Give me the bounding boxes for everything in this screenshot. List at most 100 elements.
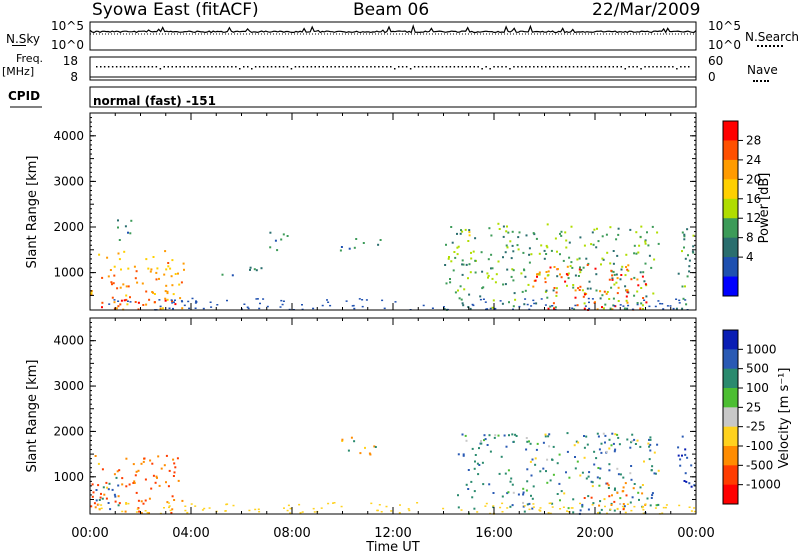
time-axis-title: Time UT [365, 540, 419, 554]
scatter-cell [664, 506, 667, 509]
scatter-cell [539, 470, 542, 473]
scatter-cell [690, 464, 693, 467]
scatter-cell [149, 270, 152, 273]
colorbar-segment [723, 388, 738, 408]
scatter-cell [123, 299, 126, 302]
nsearch-legend-line [757, 45, 783, 47]
scatter-cell [510, 275, 513, 278]
scatter-cell [135, 470, 138, 473]
scatter-cell [478, 447, 480, 450]
scatter-cell [512, 305, 515, 308]
scatter-cell [644, 242, 647, 245]
scatter-cell [522, 251, 525, 254]
scatter-cell [376, 509, 379, 512]
scatter-cell [516, 244, 519, 247]
scatter-cell [194, 307, 197, 309]
scatter-cell [143, 457, 146, 460]
scatter-cell [115, 476, 118, 479]
colorbar-tick-label: 500 [746, 362, 769, 376]
scatter-cell [460, 229, 462, 232]
scatter-cell [616, 507, 619, 510]
scatter-cell [547, 435, 550, 438]
scatter-cell [114, 500, 117, 503]
scatter-cell [617, 473, 620, 476]
scatter-cell [301, 304, 303, 306]
scatter-cell [688, 259, 691, 262]
scatter-cell [167, 502, 170, 504]
scatter-cell [243, 303, 246, 305]
xtick-label: 08:00 [273, 526, 310, 541]
scatter-cell [617, 286, 620, 289]
scatter-cell [528, 261, 531, 264]
scatter-cell [91, 495, 94, 498]
scatter-cell [258, 307, 261, 310]
scatter-cell [134, 277, 137, 280]
scatter-cell [621, 505, 624, 508]
colorbar-segment [723, 368, 738, 389]
scatter-cell [173, 471, 176, 474]
scatter-cell [528, 508, 531, 511]
scatter-cell [144, 510, 147, 512]
scatter-cell [145, 290, 148, 293]
scatter-cell [555, 291, 558, 294]
scatter-cell [523, 303, 526, 306]
scatter-cell [627, 304, 630, 307]
scatter-cell [624, 511, 627, 514]
scatter-cell [247, 307, 250, 310]
scatter-cell [608, 447, 611, 450]
scatter-cell [625, 289, 628, 292]
scatter-cell [173, 499, 176, 501]
scatter-cell [604, 505, 606, 508]
scatter-cell [505, 244, 508, 247]
scatter-cell [681, 231, 684, 234]
scatter-cell [633, 483, 636, 485]
scatter-cell [128, 483, 131, 486]
scatter-cell [507, 491, 510, 494]
scatter-cell [523, 505, 526, 507]
scatter-cell [370, 502, 373, 505]
velocity-scatter [90, 432, 696, 515]
scatter-cell [253, 268, 256, 271]
scatter-cell [145, 258, 148, 261]
scatter-cell [678, 504, 681, 507]
scatter-cell [456, 232, 458, 235]
scatter-cell [626, 503, 629, 505]
scatter-cell [173, 301, 175, 303]
scatter-cell [457, 453, 460, 456]
scatter-cell [642, 271, 645, 274]
scatter-cell [163, 507, 165, 509]
scatter-cell [641, 492, 644, 495]
scatter-cell [176, 457, 179, 460]
scatter-cell [522, 491, 525, 494]
scatter-cell [524, 289, 527, 292]
scatter-cell [520, 272, 523, 275]
xtick-label: 12:00 [374, 526, 411, 541]
scatter-cell [586, 264, 589, 266]
scatter-cell [532, 285, 535, 288]
scatter-cell [166, 292, 169, 295]
scatter-cell [624, 274, 627, 277]
scatter-cell [385, 505, 388, 508]
scatter-cell [248, 509, 251, 512]
scatter-cell [640, 302, 643, 305]
scatter-cell [591, 231, 594, 234]
scatter-cell [312, 507, 315, 510]
scatter-cell [555, 294, 558, 297]
scatter-cell [645, 295, 648, 298]
freq-left-tick-bottom: 8 [70, 70, 78, 84]
scatter-cell [444, 264, 447, 266]
scatter-cell [585, 477, 588, 480]
scatter-cell [574, 289, 577, 292]
scatter-cell [630, 278, 633, 281]
scatter-cell [576, 304, 579, 307]
scatter-cell [653, 451, 656, 454]
scatter-cell [579, 266, 581, 269]
scatter-cell [583, 244, 586, 247]
scatter-cell [657, 469, 660, 472]
scatter-cell [646, 497, 649, 500]
scatter-cell [613, 509, 616, 512]
scatter-cell [116, 470, 119, 473]
scatter-cell [525, 489, 528, 492]
scatter-cell [124, 225, 127, 228]
scatter-cell [122, 283, 125, 286]
